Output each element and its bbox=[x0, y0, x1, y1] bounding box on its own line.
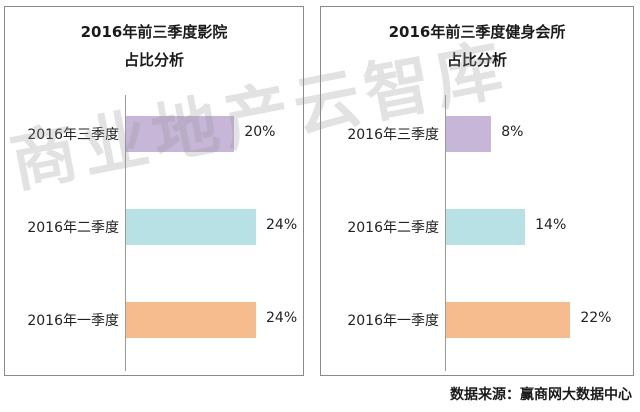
category-axis bbox=[445, 95, 446, 371]
category-label: 2016年三季度 bbox=[27, 127, 119, 143]
category-axis bbox=[125, 95, 126, 371]
category-label: 2016年三季度 bbox=[347, 127, 439, 143]
chart-panel-gym: 2016年前三季度健身会所 占比分析 2016年三季度 8% 2016年二季度 14%… bbox=[320, 6, 634, 376]
category-label: 2016年二季度 bbox=[347, 220, 439, 236]
bar-3 bbox=[126, 302, 256, 338]
data-label: 14% bbox=[535, 217, 567, 233]
chart-subtitle: 占比分析 bbox=[123, 51, 184, 69]
data-label: 20% bbox=[244, 124, 276, 140]
bar-1 bbox=[446, 116, 492, 152]
bar-1 bbox=[126, 116, 235, 152]
chart-title: 2016年前三季度影院 bbox=[80, 23, 228, 41]
data-label: 8% bbox=[501, 124, 524, 140]
bar-2 bbox=[446, 209, 526, 245]
bar-2 bbox=[126, 209, 256, 245]
data-label: 24% bbox=[266, 310, 298, 326]
data-label: 22% bbox=[580, 310, 612, 326]
data-label: 24% bbox=[266, 217, 298, 233]
chart-title: 2016年前三季度健身会所 bbox=[388, 23, 566, 41]
category-label: 2016年一季度 bbox=[347, 313, 439, 329]
category-label: 2016年一季度 bbox=[27, 313, 119, 329]
chart-subtitle: 占比分析 bbox=[446, 51, 507, 69]
chart-panel-cinema: 2016年前三季度影院 占比分析 2016年三季度 20% 2016年二季度 24% 2… bbox=[4, 6, 304, 376]
source-note: 数据来源：赢商网大数据中心 bbox=[450, 387, 632, 403]
category-label: 2016年二季度 bbox=[27, 220, 119, 236]
bar-3 bbox=[446, 302, 571, 338]
